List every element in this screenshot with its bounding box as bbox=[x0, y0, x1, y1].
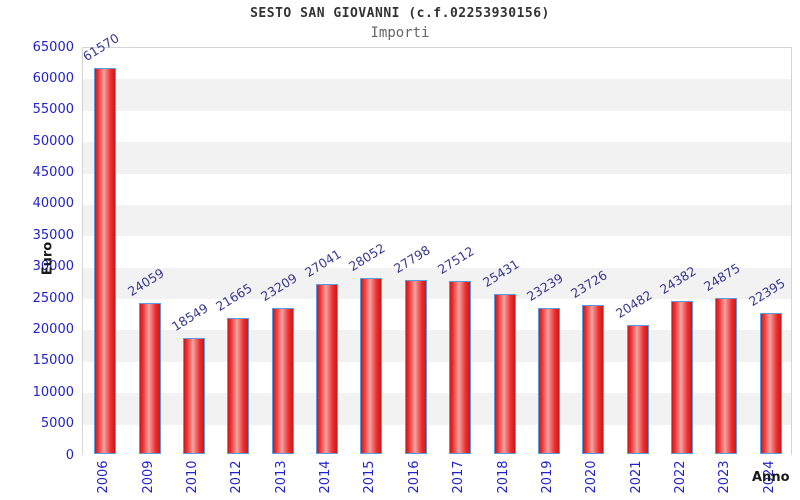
y-tick-label: 60000 bbox=[32, 70, 74, 86]
bar-2013 bbox=[271, 308, 294, 454]
grid-band bbox=[83, 236, 791, 268]
grid-band bbox=[83, 173, 791, 205]
bar-2021 bbox=[626, 325, 649, 454]
x-tick-label-2021: 2021 bbox=[628, 460, 644, 494]
y-tick-label: 55000 bbox=[32, 102, 74, 118]
y-tick-label: 40000 bbox=[32, 196, 74, 212]
x-tick-label-2009: 2009 bbox=[140, 460, 156, 494]
x-tick-label-2012: 2012 bbox=[229, 460, 245, 494]
grid-band bbox=[83, 48, 791, 80]
bar-2019 bbox=[537, 308, 560, 454]
y-tick-label: 50000 bbox=[32, 133, 74, 149]
bar-2006 bbox=[94, 67, 117, 454]
chart-subtitle: Importi bbox=[370, 25, 430, 41]
y-tick-label: 30000 bbox=[32, 259, 74, 275]
chart-title: SESTO SAN GIOVANNI (c.f.02253930156) bbox=[250, 6, 550, 21]
x-tick-label-2023: 2023 bbox=[717, 460, 733, 494]
grid-band bbox=[83, 110, 791, 143]
x-tick-label-2019: 2019 bbox=[539, 460, 555, 494]
bar-2022 bbox=[671, 300, 694, 454]
x-tick-label-2018: 2018 bbox=[495, 460, 511, 494]
x-tick-label-2016: 2016 bbox=[406, 460, 422, 494]
y-tick-label: 10000 bbox=[32, 384, 74, 400]
bar-2017 bbox=[449, 281, 472, 454]
x-tick-label-2020: 2020 bbox=[584, 460, 600, 494]
y-tick-label: 20000 bbox=[32, 321, 74, 337]
grid-band bbox=[83, 142, 791, 174]
y-tick-label: 0 bbox=[65, 447, 74, 463]
bar-2010 bbox=[182, 337, 205, 454]
bar-2023 bbox=[715, 297, 738, 454]
x-tick-label-2014: 2014 bbox=[318, 460, 334, 494]
x-tick-label-2010: 2010 bbox=[184, 460, 200, 494]
bar-2015 bbox=[360, 277, 383, 454]
y-tick-label: 65000 bbox=[32, 39, 74, 55]
grid-band bbox=[83, 267, 791, 300]
y-tick-label: 15000 bbox=[32, 353, 74, 369]
grid-band bbox=[83, 79, 791, 111]
grid-band bbox=[83, 204, 791, 237]
y-tick-label: 5000 bbox=[40, 416, 74, 432]
plot-area: 61570 24059 18549 21665 23209 27041 28052 27798… bbox=[80, 30, 792, 456]
y-tick-label: 25000 bbox=[32, 290, 74, 306]
bar-2018 bbox=[493, 294, 516, 454]
y-tick-label: 45000 bbox=[32, 165, 74, 181]
bar-2012 bbox=[227, 318, 250, 454]
x-tick-label-2015: 2015 bbox=[362, 460, 378, 494]
x-tick-label-2013: 2013 bbox=[273, 460, 289, 494]
y-axis-title: Euro bbox=[40, 241, 56, 276]
x-tick-label-2006: 2006 bbox=[96, 460, 112, 494]
x-axis-title: Anno bbox=[752, 470, 790, 485]
x-tick-label-2022: 2022 bbox=[673, 460, 689, 494]
y-tick-label: 35000 bbox=[32, 227, 74, 243]
bar-2020 bbox=[582, 305, 605, 454]
bar-2014 bbox=[316, 284, 339, 454]
bar-2024 bbox=[759, 313, 782, 454]
bar-2016 bbox=[404, 279, 427, 454]
x-tick-label-2017: 2017 bbox=[451, 460, 467, 494]
bar-2009 bbox=[138, 302, 161, 454]
